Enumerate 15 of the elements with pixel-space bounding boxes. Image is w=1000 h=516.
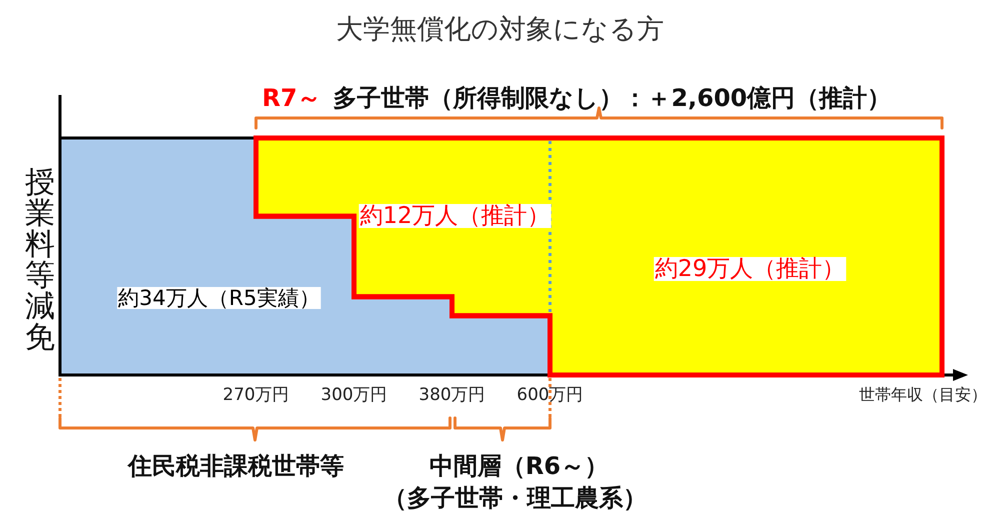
text: R7～	[262, 84, 322, 112]
text: （多子世帯・理工農系）	[383, 484, 647, 512]
text: 中間層（R6～）	[429, 452, 609, 480]
text: 住民税非課税世帯等	[127, 452, 344, 480]
y-axis-title: 授業料等減免	[25, 165, 55, 355]
annotation: 約29万人（推計）	[654, 256, 846, 282]
x-axis-title: 世帯年収（目安）	[859, 385, 987, 404]
x-tick-label: 380万円	[418, 385, 486, 405]
x-tick-label: 300万円	[320, 385, 388, 405]
chart-title: 大学無償化の対象になる方	[336, 14, 664, 45]
x-tick-label: 600万円	[516, 385, 584, 405]
x-tick-label: 270万円	[222, 385, 290, 405]
annotation: 約12万人（推計）	[360, 203, 550, 229]
text: 多子世帯（所得制限なし）：＋2,600億円（推計）	[333, 84, 892, 112]
series-label: 約34万人（R5実績）	[118, 286, 320, 310]
